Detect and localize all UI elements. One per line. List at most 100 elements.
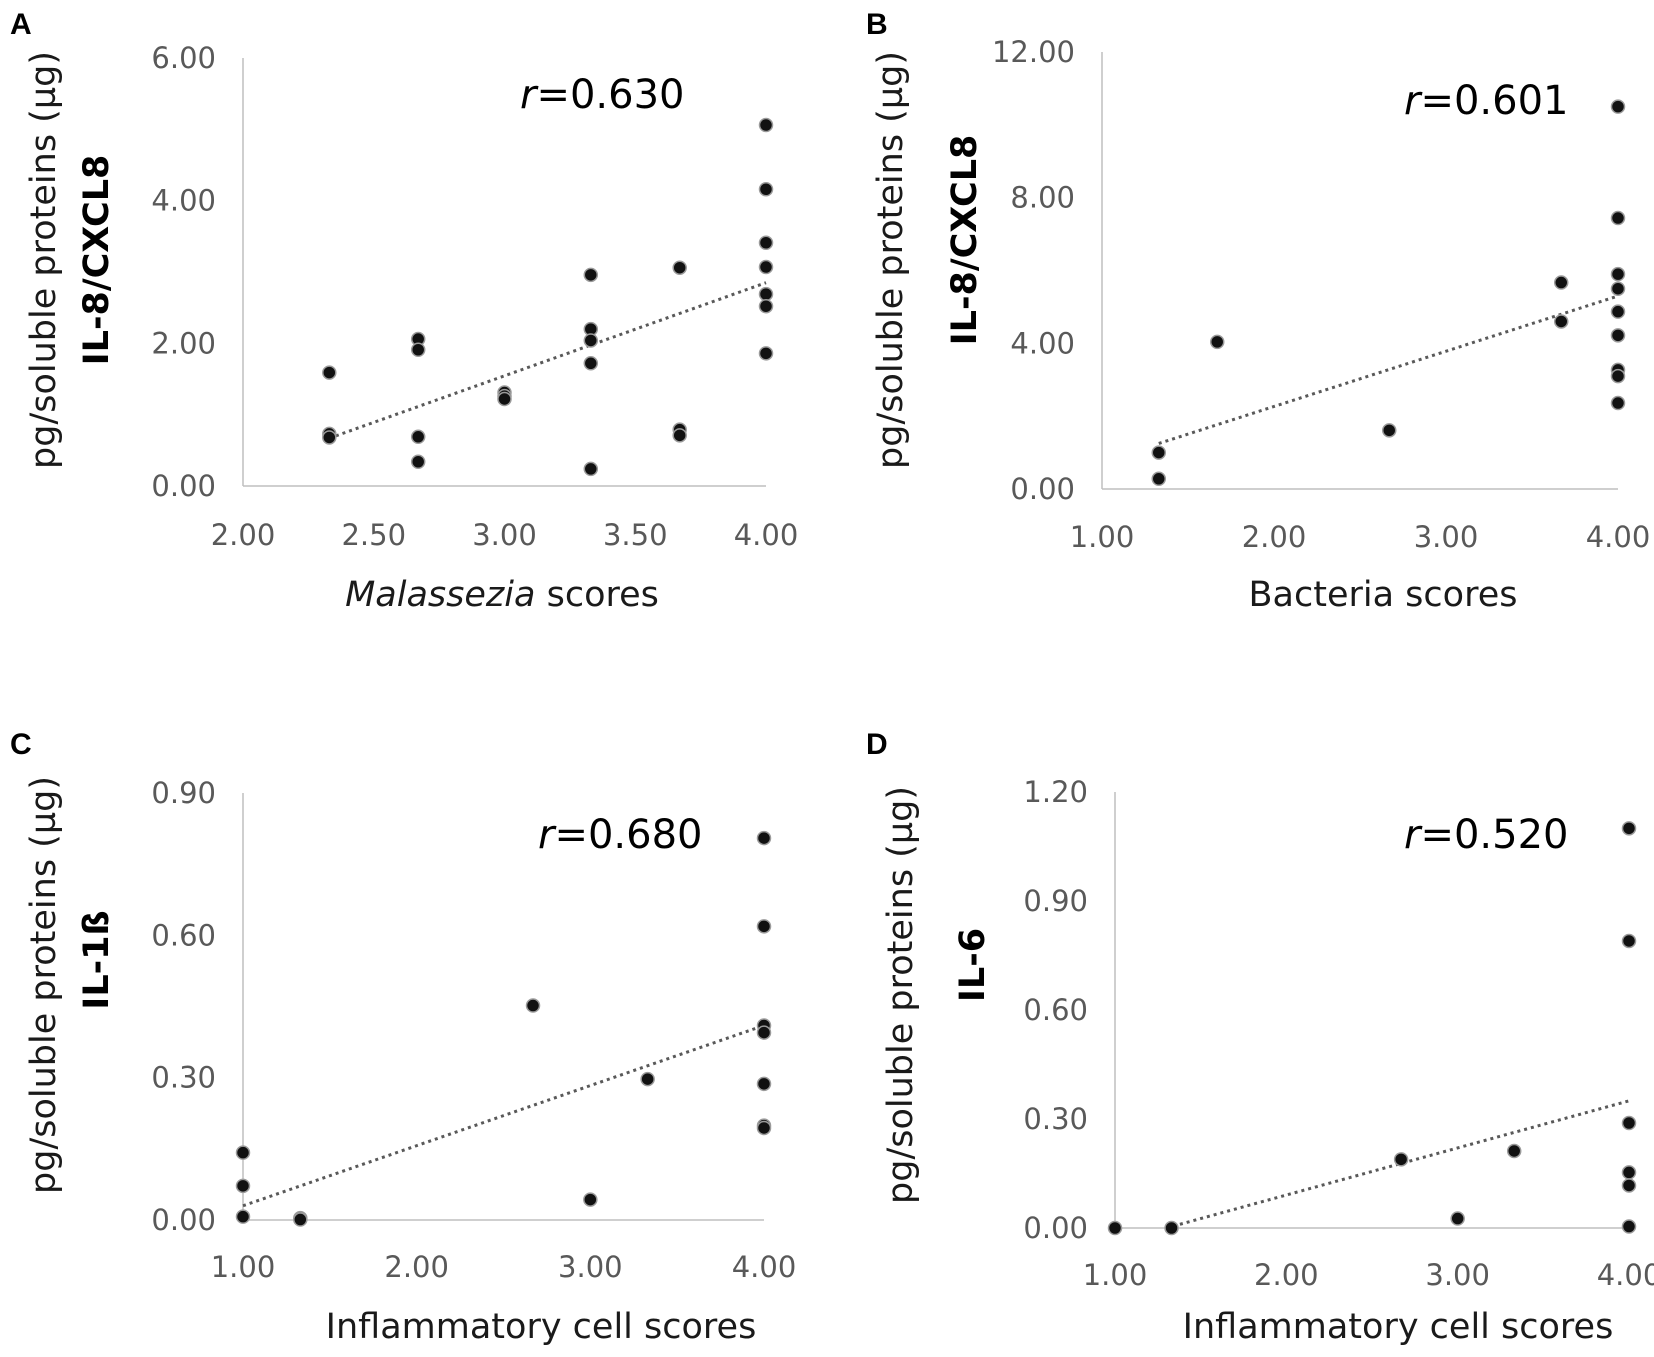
panel-a-data-point — [583, 333, 599, 348]
panel-c-xlabel-rest: Inflammatory cell scores — [326, 1307, 757, 1347]
panel-c-data-point — [756, 1076, 772, 1092]
panel-a-r-annotation: r=0.630 — [520, 72, 684, 118]
panel-a-r-value: =0.630 — [536, 72, 684, 118]
panel-d-xtick-label: 2.00 — [1254, 1258, 1319, 1292]
panel-b-xlabel-rest: Bacteria scores — [1249, 575, 1518, 615]
panel-b-data-point — [1209, 334, 1225, 350]
panel-b-xtick-label: 3.00 — [1414, 520, 1479, 554]
panel-a-data-point — [583, 461, 599, 477]
panel-d-ytick-label: 0.60 — [1023, 993, 1088, 1027]
panel-a-ytick-label: 6.00 — [151, 41, 216, 75]
panel-c-data-point — [235, 1178, 251, 1194]
panel-c-data-point — [756, 1025, 772, 1040]
panel-d-data-point — [1450, 1211, 1465, 1226]
panel-d-ytick-label: 0.00 — [1023, 1211, 1088, 1245]
panel-d-r-symbol: r — [1404, 812, 1423, 858]
panel-a-xtick-label: 4.00 — [734, 518, 799, 552]
panel-c-data-point — [293, 1212, 308, 1227]
panel-c-xtick-label: 3.00 — [558, 1250, 623, 1284]
panel-a-data-point — [758, 286, 774, 302]
panel-d-data-point — [1621, 1165, 1637, 1180]
panel-a-xlabel: Malassezia scores — [345, 575, 659, 615]
panel-d-ylabel-cytokine: IL-6 — [953, 928, 993, 1002]
panel-b-xtick-label: 2.00 — [1242, 520, 1307, 554]
panel-b-data-point — [1610, 328, 1626, 343]
panel-a-data-point — [410, 429, 426, 445]
panel-b-data-point — [1610, 281, 1626, 296]
panel-c-data-point — [525, 998, 541, 1013]
panel-a-data-point — [410, 454, 426, 469]
panel-a-data-point — [497, 391, 512, 407]
panel-c-r-value: =0.680 — [554, 812, 702, 858]
panel-c: C pg/soluble proteins (µg) IL-1ß r=0.680… — [10, 728, 796, 1347]
panel-b-data-point — [1381, 423, 1397, 438]
panel-a-ytick-label: 4.00 — [151, 184, 216, 218]
panel-c-xtick-label: 2.00 — [384, 1250, 449, 1284]
panel-b-data-point — [1610, 368, 1626, 384]
panel-c-plot-area: 0.00 0.30 0.60 0.90 1.00 2.00 3.00 4.00 — [151, 776, 796, 1284]
panel-a-data-point — [322, 365, 337, 380]
panel-d-data-point — [1164, 1220, 1179, 1236]
panel-a-data-point — [758, 346, 774, 361]
panel-b-ytick-label: 4.00 — [1010, 326, 1075, 360]
panel-label-a: A — [10, 8, 32, 41]
panel-a-ylabel-cytokine: IL-8/CXCL8 — [77, 155, 117, 366]
panel-c-ylabel: pg/soluble proteins (µg) — [24, 776, 64, 1194]
panel-d-data-point — [1506, 1143, 1522, 1159]
panel-d-ytick-label: 0.90 — [1023, 884, 1088, 918]
panel-a-r-symbol: r — [520, 72, 539, 118]
panel-b-ylabel-cytokine: IL-8/CXCL8 — [945, 135, 985, 346]
panel-label-d: D — [866, 728, 888, 761]
panel-b-ytick-label: 12.00 — [992, 35, 1075, 69]
panel-c-xlabel: Inflammatory cell scores — [326, 1307, 757, 1347]
panel-c-data-point — [235, 1145, 251, 1160]
panel-c-ylabel-cytokine: IL-1ß — [77, 910, 117, 1009]
panel-d-r-annotation: r=0.520 — [1404, 812, 1568, 858]
panel-a-data-point — [758, 235, 774, 251]
panel-a-xlabel-rest: scores — [535, 575, 658, 615]
panel-a-data-point — [322, 430, 337, 445]
panel-d-data-point — [1621, 933, 1637, 949]
panel-b-ytick-label: 8.00 — [1010, 181, 1075, 215]
panel-a-xtick-label: 3.50 — [603, 518, 668, 552]
panel-d-xlabel: Inflammatory cell scores — [1183, 1307, 1614, 1347]
panel-a-data-point — [672, 260, 687, 275]
panel-a-plot-area: 0.00 2.00 4.00 6.00 2.00 2.50 3.00 3.50 4.00 — [151, 41, 798, 552]
panel-a-data-point — [410, 342, 426, 358]
panel-b-trendline — [1158, 294, 1619, 445]
panel-a-xtick-label: 2.50 — [341, 518, 406, 552]
panel-a-data-point — [758, 182, 774, 197]
panel-d-data-point — [1621, 821, 1637, 836]
panel-c-ytick-label: 0.60 — [151, 918, 216, 952]
panel-b-plot-area: 0.00 4.00 8.00 12.00 1.00 2.00 3.00 4.00 — [992, 35, 1650, 554]
panel-b-xlabel: Bacteria scores — [1249, 575, 1518, 615]
panel-c-data-point — [756, 830, 772, 846]
panel-a-xtick-label: 2.00 — [211, 518, 276, 552]
panel-d-ytick-label: 0.30 — [1023, 1102, 1088, 1136]
panel-a-xlabel-italic: Malassezia — [345, 575, 535, 615]
panel-b-data-point — [1610, 99, 1626, 114]
panel-d-data-point — [1107, 1220, 1123, 1236]
panel-a-ytick-label: 0.00 — [151, 469, 216, 503]
panel-c-data-point — [756, 1120, 772, 1136]
panel-d-data-point — [1393, 1152, 1409, 1167]
panel-b-ytick-label: 0.00 — [1010, 472, 1075, 506]
panel-d-xtick-label: 4.00 — [1597, 1258, 1654, 1292]
panel-b-xtick-label: 4.00 — [1586, 520, 1651, 554]
panel-d-ylabel: pg/soluble proteins (µg) — [881, 786, 921, 1204]
panel-d-xlabel-rest: Inflammatory cell scores — [1183, 1307, 1614, 1347]
panel-b-xtick-label: 1.00 — [1070, 520, 1135, 554]
panel-c-xtick-label: 1.00 — [211, 1250, 276, 1284]
panel-d-ytick-label: 1.20 — [1023, 775, 1088, 809]
panel-label-b: B — [866, 8, 888, 41]
panel-c-data-point — [756, 919, 772, 934]
panel-label-c: C — [10, 728, 32, 761]
panel-b-data-point — [1553, 314, 1569, 329]
panel-b-data-point — [1610, 304, 1626, 319]
panel-b-ylabel: pg/soluble proteins (µg) — [871, 51, 911, 469]
panel-a: A pg/soluble proteins (µg) IL-8/CXCL8 r=… — [10, 8, 798, 615]
panel-c-data-point — [235, 1209, 251, 1224]
panel-a-ytick-label: 2.00 — [151, 326, 216, 360]
panel-c-ytick-label: 0.30 — [151, 1061, 216, 1095]
